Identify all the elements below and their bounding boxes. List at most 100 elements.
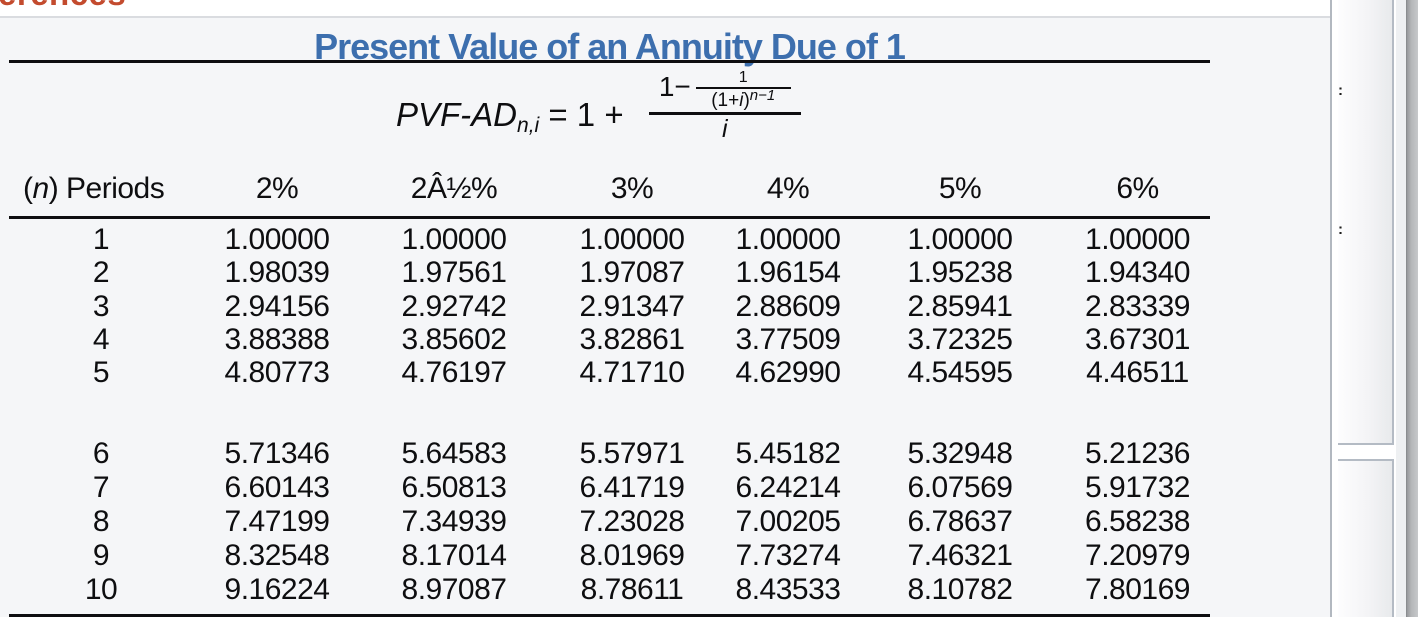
value-cell: 7.47199 [224,505,330,538]
value-cell: 6.50813 [401,471,507,504]
period-cell: 5 [92,356,110,389]
value-cell: 3.85602 [401,323,507,356]
value-cell: 7.34939 [401,505,507,538]
value-cell: 3.77509 [735,323,841,356]
table-row: 10 9.16224 8.97087 8.78611 8.43533 8.107… [9,573,1210,606]
value-cell: 2.88609 [735,290,841,323]
outer-numerator: 1− 1 (1+i)n−1 [649,70,801,112]
table-row: 9 8.32548 8.17014 8.01969 7.73274 7.4632… [9,539,1210,572]
table-row: 3 2.94156 2.92742 2.91347 2.88609 2.8594… [9,290,1210,323]
value-cell: 2.83339 [1085,290,1190,323]
one-minus-term: 1− [658,71,691,102]
value-cell: 2.91347 [579,290,685,323]
value-cell: 1.00000 [907,223,1013,256]
value-cell: 2.94156 [224,290,330,323]
period-cell: 4 [92,323,110,356]
inner-numerator: 1 [738,69,748,86]
value-cell: 1.97087 [579,256,685,289]
value-cell: 8.32548 [224,539,330,572]
table-card: Present Value of an Annuity Due of 1 PVF… [0,16,1332,617]
value-cell: 3.72325 [907,323,1013,356]
formula-lhs-line: PVF-ADn,i = 1 + [396,96,633,137]
rate-column-header: 2% [255,172,299,205]
period-cell: 8 [92,505,110,538]
period-cell: 3 [92,290,110,323]
table-row: 2 1.98039 1.97561 1.97087 1.96154 1.9523… [9,256,1210,289]
value-cell: 8.43533 [735,573,841,606]
value-cell: 7.23028 [579,505,685,538]
value-cell: 3.88388 [224,323,330,356]
outer-fraction: 1− 1 (1+i)n−1 i [648,70,801,143]
outer-fraction-bar [648,112,801,115]
period-cell: 7 [92,471,110,504]
text-fragment-colon: : [1338,221,1343,238]
value-cell: 7.20979 [1085,539,1190,572]
inner-exponent: n−1 [749,87,776,104]
inner-fraction-bar [695,87,791,89]
value-cell: 1.94340 [1085,256,1190,289]
value-cell: 5.64583 [401,437,507,470]
value-cell: 9.16224 [224,573,330,606]
rate-column-header: 6% [1116,172,1159,205]
value-cell: 5.57971 [579,437,685,470]
value-cell: 4.76197 [401,356,507,389]
value-cell: 8.78611 [580,573,684,606]
value-cell: 8.01969 [579,539,685,572]
table-header-row: (n) Periods 2% 2Â½% 3% 4% 5% 6% [9,172,1210,205]
value-cell: 1.95238 [907,256,1013,289]
inner-denominator: (1+i)n−1 [711,87,776,111]
value-cell: 6.07569 [907,471,1013,504]
page-edge-panel-top [1338,0,1394,445]
clipped-heading-text: erences [0,0,188,9]
formula-subscript: n,i [517,114,540,137]
inner-fraction: 1 (1+i)n−1 [695,69,791,112]
table-row: 1 1.00000 1.00000 1.00000 1.00000 1.0000… [9,223,1210,256]
value-cell: 5.45182 [735,437,841,470]
value-cell: 1.00000 [579,223,685,256]
value-cell: 2.85941 [907,290,1013,323]
value-cell: 1.00000 [735,223,841,256]
value-cell: 5.32948 [907,437,1013,470]
table-row: 7 6.60143 6.50813 6.41719 6.24214 6.0756… [9,471,1210,504]
rate-column-header: 5% [938,172,982,205]
title-rule [9,60,1210,63]
value-cell: 1.98039 [224,256,330,289]
value-cell: 6.41719 [579,471,685,504]
bottom-rule [9,614,1210,617]
periods-column-header: (n) Periods [23,172,165,205]
pv-annuity-due-formula: PVF-ADn,i = 1 + 1− 1 (1+i)n−1 i [396,70,801,143]
formula-lhs: PVF-AD [396,96,518,133]
value-cell: 3.82861 [579,323,685,356]
value-cell: 3.67301 [1085,323,1190,356]
rate-column-header: 2Â½% [410,172,498,205]
period-cell: 10 [84,573,118,606]
value-cell: 1.00000 [401,223,507,256]
value-cell: 7.00205 [735,505,841,538]
period-cell: 1 [92,223,110,256]
value-cell: 5.21236 [1085,437,1190,470]
period-cell: 6 [92,437,110,470]
header-rule [9,216,1210,219]
table-row: 4 3.88388 3.85602 3.82861 3.77509 3.7232… [9,323,1210,356]
value-cell: 1.96154 [735,256,841,289]
value-cell: 4.80773 [224,356,330,389]
value-cell: 4.54595 [907,356,1013,389]
outer-denominator: i [722,115,728,143]
value-cell: 4.46511 [1086,356,1189,389]
value-cell: 2.92742 [401,290,507,323]
scrollbar-thumb[interactable] [1406,0,1418,617]
period-cell: 2 [92,256,110,289]
value-cell: 4.71710 [579,356,685,389]
card-right-border [1330,0,1332,617]
value-cell: 1.97561 [401,256,507,289]
rate-column-header: 4% [766,172,810,205]
clipped-section-heading: erences [0,0,188,9]
value-cell: 6.58238 [1085,505,1190,538]
value-cell: 1.00000 [1085,223,1190,256]
formula-equals: = 1 + [539,96,633,133]
value-cell: 7.80169 [1085,573,1190,606]
value-cell: 4.62990 [735,356,841,389]
value-cell: 7.73274 [735,539,841,572]
value-cell: 1.00000 [224,223,330,256]
